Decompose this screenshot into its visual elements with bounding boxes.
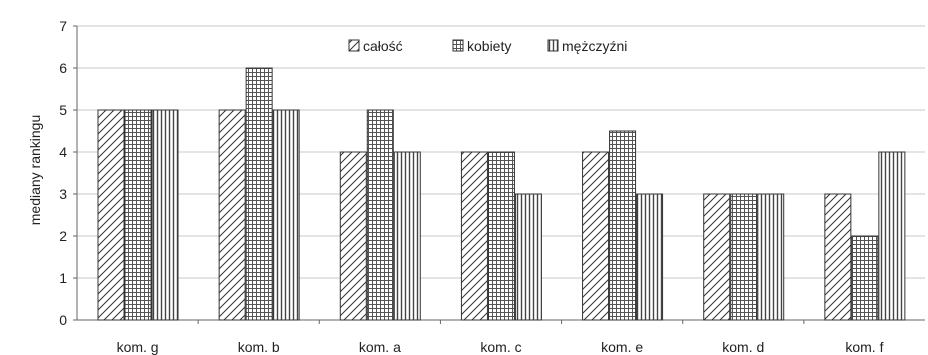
bar-3-5 [636, 193, 664, 321]
bar-1-5 [582, 151, 610, 321]
legend: całość kobiety mężczyźni [348, 38, 627, 54]
bar-2-6 [730, 193, 758, 321]
bar-2-2 [245, 67, 273, 321]
legend-swatch-1 [348, 39, 360, 52]
bar-1-2 [218, 109, 246, 321]
legend-label-3: mężczyźni [562, 38, 627, 54]
legend-label-2: kobiety [467, 38, 511, 54]
y-tick-label: 0 [59, 312, 67, 328]
legend-swatch-3 [547, 39, 559, 52]
y-tick-label: 7 [59, 18, 67, 34]
legend-swatch-2 [452, 39, 464, 52]
bar-1-3 [339, 151, 367, 321]
x-tick-label: kom. d [722, 339, 764, 355]
bar-3-7 [878, 151, 906, 321]
y-tick-label: 4 [59, 144, 67, 160]
bars [97, 67, 906, 321]
bar-2-5 [609, 130, 637, 321]
y-axis-label: mediany rankingu [27, 115, 43, 226]
bar-1-1 [97, 109, 125, 321]
bar-2-4 [487, 151, 515, 321]
y-tick-label: 1 [59, 270, 67, 286]
bar-2-1 [124, 109, 152, 321]
x-tick-label: kom. c [480, 339, 521, 355]
bar-2-7 [851, 235, 879, 321]
bar-3-2 [272, 109, 300, 321]
bar-3-1 [151, 109, 179, 321]
x-tick-label: kom. g [117, 339, 159, 355]
x-tick-label: kom. a [359, 339, 401, 355]
y-tick-labels: 0 1 2 3 4 5 6 7 [59, 18, 67, 328]
y-tick-label: 3 [59, 186, 67, 202]
x-tick-label: kom. f [845, 339, 883, 355]
x-tick-labels: kom. g kom. b kom. a kom. c kom. e kom. d kom.… [117, 339, 884, 355]
bar-1-6 [703, 193, 731, 321]
bar-3-3 [393, 151, 421, 321]
bar-2-3 [366, 109, 394, 321]
x-tick-label: kom. b [238, 339, 280, 355]
y-tick-label: 6 [59, 60, 67, 76]
y-tick-label: 5 [59, 102, 67, 118]
bar-3-6 [757, 193, 785, 321]
legend-label-1: całość [363, 38, 403, 54]
y-tick-label: 2 [59, 228, 67, 244]
bar-1-4 [460, 151, 488, 321]
bar-1-7 [824, 193, 852, 321]
bar-3-4 [514, 193, 542, 321]
x-tick-label: kom. e [601, 339, 643, 355]
